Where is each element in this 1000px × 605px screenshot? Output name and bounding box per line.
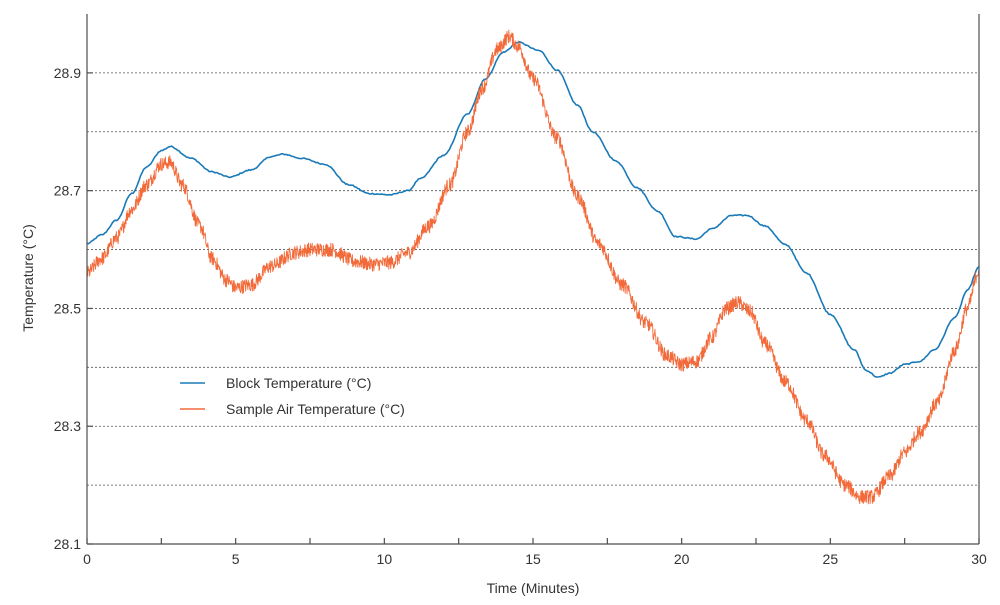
x-tick-label-15: 15 <box>525 551 541 567</box>
y-tick-label-28.3: 28.3 <box>54 418 81 434</box>
series-line-1 <box>86 29 980 505</box>
axes <box>86 14 980 545</box>
x-tick-label-25: 25 <box>823 551 839 567</box>
x-axis-title: Time (Minutes) <box>487 580 580 596</box>
y-tick-label-28.5: 28.5 <box>54 300 81 316</box>
x-tick-label-5: 5 <box>232 551 240 567</box>
gridlines <box>87 72 979 486</box>
series-line-0 <box>86 41 980 378</box>
y-tick-label-28.7: 28.7 <box>54 183 81 199</box>
legend-label-block: Block Temperature (°C) <box>226 375 371 391</box>
series-layer <box>86 29 980 505</box>
y-tick-label-28.9: 28.9 <box>54 65 81 81</box>
x-tick-label-10: 10 <box>377 551 393 567</box>
x-tick-label-0: 0 <box>83 551 91 567</box>
legend-label-sample-air: Sample Air Temperature (°C) <box>226 401 405 417</box>
y-tick-label-28.1: 28.1 <box>54 536 81 552</box>
ticks: 0 5 10 15 20 25 30 28.1 28.3 28.5 28.7 28.9 <box>54 65 987 567</box>
x-tick-label-30: 30 <box>971 551 987 567</box>
y-axis-title: Temperature (°C) <box>20 224 36 332</box>
x-tick-label-20: 20 <box>674 551 690 567</box>
legend: Block Temperature (°C) Sample Air Temper… <box>180 375 405 417</box>
